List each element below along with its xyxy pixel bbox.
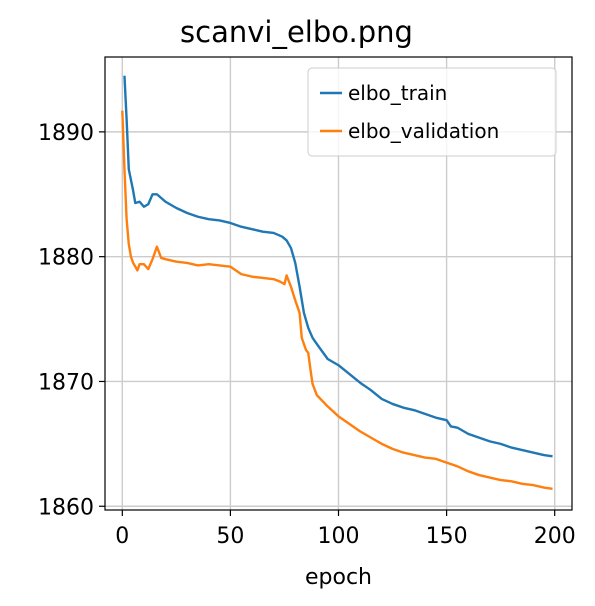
- chart-title: scanvi_elbo.png: [180, 15, 413, 49]
- x-tick-label: 0: [115, 524, 129, 549]
- legend-box: [307, 67, 557, 157]
- axis-ticks: 0 50 100 150 200 1860 1870 1880 1890: [38, 121, 576, 549]
- y-tick-label: 1890: [38, 121, 94, 146]
- legend-label: elbo_train: [348, 81, 447, 105]
- legend: elbo_train elbo_validation: [307, 67, 557, 157]
- x-tick-label: 100: [318, 524, 360, 549]
- plot-series: [121, 75, 553, 490]
- y-tick-label: 1870: [38, 370, 94, 395]
- series-line-elbo-train: [123, 75, 553, 458]
- x-tick-label: 50: [216, 524, 244, 549]
- x-tick-label: 200: [534, 524, 576, 549]
- y-tick-label: 1860: [38, 495, 94, 520]
- series-line-elbo-validation: [121, 110, 553, 490]
- legend-label: elbo_validation: [348, 119, 499, 143]
- x-axis-label: epoch: [305, 565, 372, 590]
- x-tick-label: 150: [426, 524, 468, 549]
- y-tick-label: 1880: [38, 246, 94, 271]
